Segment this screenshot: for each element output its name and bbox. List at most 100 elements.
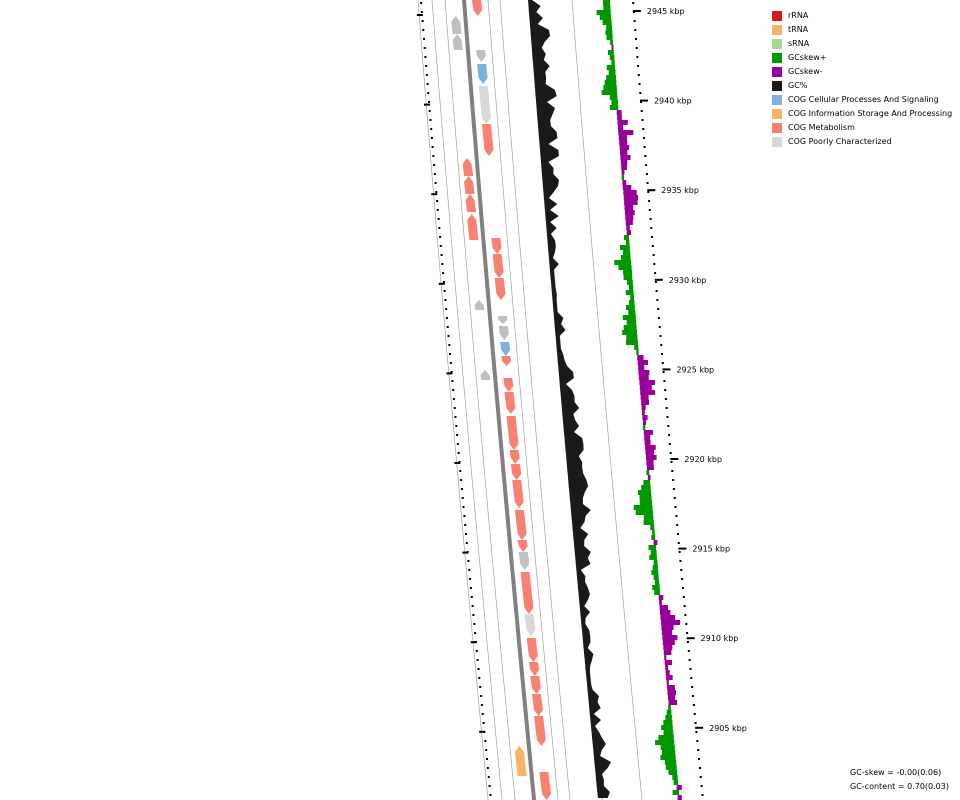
gc-skew-plus-bar — [602, 0, 610, 5]
gc-skew-minus-bar — [642, 420, 647, 425]
gene-arrow — [500, 342, 511, 356]
gc-skew-minus-bar — [664, 655, 667, 660]
gc-skew-minus-bar — [619, 140, 628, 145]
gc-skew-plus-bar — [630, 295, 634, 300]
scale-dot — [471, 605, 474, 607]
gene-arrow — [510, 464, 522, 480]
scale-dot — [420, 2, 423, 4]
gc-skew-minus-bar — [642, 415, 648, 420]
scale-dot — [680, 569, 683, 571]
scale-dot — [682, 596, 685, 598]
scale-dot — [674, 506, 677, 508]
gc-skew-plus-bar — [601, 90, 618, 95]
scale-dot — [431, 146, 434, 148]
scale-dot — [487, 776, 490, 778]
scale-dot — [652, 254, 655, 256]
gc-skew-plus-bar — [603, 85, 617, 90]
gc-skew-plus-bar — [610, 40, 614, 45]
tick-label: 2920 kbp — [684, 455, 722, 464]
gene-arrow — [475, 50, 486, 62]
gc-skew-plus-bar — [646, 470, 650, 475]
scale-dot — [646, 182, 649, 184]
scale-dot — [650, 227, 653, 229]
scale-dot — [688, 659, 691, 661]
scale-dot — [690, 677, 693, 679]
scale-dot — [456, 434, 459, 436]
gc-skew-minus-bar — [618, 135, 628, 140]
gc-skew-plus-bar — [672, 790, 680, 795]
gc-skew-plus-bar — [651, 570, 659, 575]
gene-arrow — [506, 416, 519, 450]
gc-skew-plus-bar — [608, 70, 616, 75]
scale-dot — [430, 128, 433, 130]
tick-label: 2935 kbp — [661, 186, 699, 195]
scale-dot — [429, 119, 432, 121]
scale-dot — [463, 515, 466, 517]
scale-dot — [460, 479, 463, 481]
gc-skew-minus-bar — [642, 410, 645, 415]
scale-dot — [645, 164, 648, 166]
gc-skew-minus-bar — [620, 155, 631, 160]
gene-arrow — [478, 86, 491, 124]
gc-skew-minus-bar — [662, 640, 675, 645]
legend-swatch — [772, 67, 782, 77]
scale-dot — [452, 389, 455, 391]
gc-skew-plus-bar — [624, 235, 629, 240]
scale-dot — [421, 20, 424, 22]
legend-item-srna: sRNA — [772, 37, 952, 51]
gene-arrow — [467, 214, 479, 240]
scale-dot — [443, 290, 446, 292]
gc-skew-plus-bar — [622, 330, 637, 335]
scale-dot — [670, 461, 673, 463]
ring-line — [417, 0, 489, 800]
scale-dot — [664, 389, 667, 391]
gc-skew-plus-bar — [653, 560, 658, 565]
gc-skew-plus-bar — [634, 345, 639, 350]
scale-dot — [486, 758, 488, 760]
legend-label: COG Poorly Characterized — [788, 137, 892, 146]
gc-skew-minus-bar — [661, 630, 673, 635]
scale-dot — [636, 56, 639, 58]
gene-arrow — [509, 450, 520, 464]
legend-swatch — [772, 53, 782, 63]
gc-skew-plus-bar — [663, 720, 673, 725]
scale-dot — [480, 704, 483, 706]
scale-dot — [450, 371, 453, 373]
scale-dot — [455, 425, 458, 427]
scale-dot — [436, 209, 439, 211]
ring-line — [444, 0, 516, 800]
gc-skew-stat: GC-skew = -0.00(0.06) — [850, 768, 942, 777]
legend-label: sRNA — [788, 39, 810, 48]
scale-dot — [699, 776, 702, 778]
scale-dot — [696, 740, 699, 742]
tick-label: 2905 kbp — [709, 724, 747, 733]
scale-dot — [425, 65, 428, 67]
scale-dot — [664, 398, 667, 400]
gc-skew-minus-bar — [660, 610, 671, 615]
scale-dot — [476, 659, 479, 661]
gc-skew-plus-bar — [642, 425, 646, 430]
gc-skew-plus-bar — [618, 265, 632, 270]
gene-arrow — [492, 254, 504, 278]
scale-dot — [661, 353, 663, 355]
scale-dot — [433, 173, 436, 175]
gc-skew-plus-bar — [655, 740, 675, 745]
gene-arrow — [514, 510, 527, 540]
scale-dot — [651, 245, 654, 247]
gc-skew-plus-bar — [619, 245, 630, 250]
gc-skew-minus-bar — [661, 625, 674, 630]
gc-skew-minus-bar — [624, 205, 634, 210]
gc-skew-plus-bar — [602, 20, 612, 25]
scale-dot — [453, 407, 456, 409]
scale-dot — [432, 155, 435, 157]
gene-arrow — [452, 34, 463, 50]
gene-arrow — [474, 300, 485, 310]
scale-dot — [454, 416, 457, 418]
scale-dot — [643, 146, 646, 148]
gc-skew-plus-bar — [621, 255, 631, 260]
gc-skew-minus-bar — [611, 45, 614, 50]
gc-skew-plus-bar — [604, 80, 617, 85]
gc-skew-plus-bar — [661, 750, 676, 755]
scale-dot — [465, 533, 467, 535]
legend-swatch — [772, 25, 782, 35]
